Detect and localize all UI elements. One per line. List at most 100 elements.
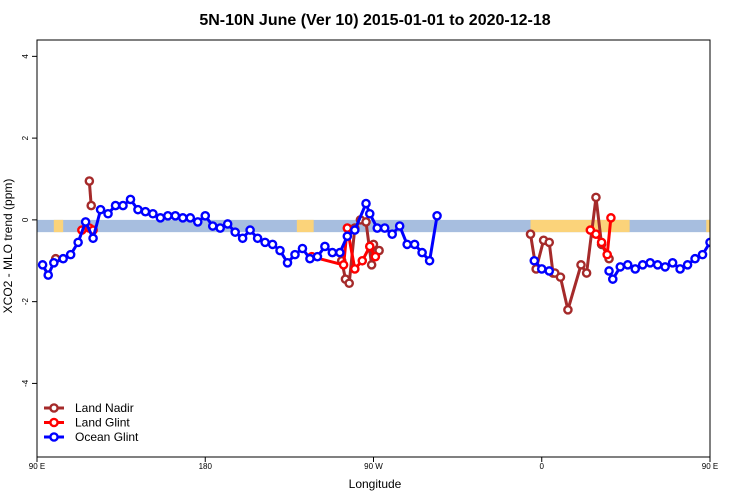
x-tick-label-2: 90 W bbox=[364, 462, 383, 471]
series-2-point-0-31 bbox=[267, 239, 278, 250]
series-2-point-2-14 bbox=[705, 237, 710, 248]
series-1-point-2-3 bbox=[602, 249, 612, 260]
series-0-point-3-0 bbox=[525, 229, 536, 239]
x-axis-label: Longitude bbox=[349, 477, 402, 491]
series-0-point-3-10 bbox=[591, 192, 601, 203]
series-2-point-0-18 bbox=[170, 210, 181, 221]
series-0-point-4-1 bbox=[729, 276, 736, 283]
series-1-point-1-2 bbox=[342, 223, 353, 233]
series-2-point-0-25 bbox=[222, 219, 233, 229]
legend-label-0: Land Nadir bbox=[75, 401, 134, 415]
series-0-point-2-6 bbox=[366, 260, 377, 270]
series-2-point-0-5 bbox=[73, 237, 83, 248]
series-2-point-2-19 bbox=[744, 202, 750, 209]
series-0-point-2-2 bbox=[344, 278, 354, 289]
series-2-point-0-22 bbox=[200, 210, 211, 221]
series-0-line-3 bbox=[529, 195, 611, 312]
series-2-point-2-6 bbox=[645, 258, 655, 268]
series-1-point-1-1 bbox=[338, 260, 349, 270]
series-2-point-0-23 bbox=[207, 221, 218, 231]
series-2-point-0-51 bbox=[417, 247, 427, 258]
series-2-point-0-50 bbox=[409, 239, 420, 250]
y-tick-label-2: 0 bbox=[21, 217, 30, 222]
series-2-point-0-28 bbox=[245, 225, 255, 235]
band-highlight-3 bbox=[706, 219, 710, 233]
y-tick-label-0: -4 bbox=[21, 379, 30, 387]
series-2-point-0-8 bbox=[95, 204, 106, 215]
series-2-point-0-10 bbox=[110, 200, 121, 211]
series-2-point-0-9 bbox=[103, 208, 113, 219]
series-2-point-0-3 bbox=[58, 253, 68, 264]
x-tick-label-0: 90 E bbox=[29, 462, 45, 471]
series-2-point-0-13 bbox=[133, 204, 143, 215]
series-2-point-2-5 bbox=[637, 260, 648, 270]
series-0-point-3-9 bbox=[581, 268, 592, 278]
series-2-point-2-3 bbox=[622, 260, 633, 270]
series-2-point-0-20 bbox=[185, 213, 196, 223]
series-0 bbox=[50, 176, 736, 315]
series-2-point-0-42 bbox=[350, 225, 360, 235]
y-tick-label-4: 4 bbox=[21, 54, 30, 59]
legend-marker-0 bbox=[49, 403, 59, 413]
band-highlight-2 bbox=[530, 219, 630, 233]
chart-title: 5N-10N June (Ver 10) 2015-01-01 to 2020-… bbox=[199, 12, 550, 29]
series-2-point-0-46 bbox=[379, 223, 390, 233]
series-2-point-0-15 bbox=[148, 208, 158, 219]
series-2-point-2-10 bbox=[675, 264, 685, 274]
series-2-point-0-37 bbox=[312, 251, 323, 262]
series-0-point-3-8 bbox=[576, 260, 586, 270]
series-2-point-2-9 bbox=[667, 258, 678, 268]
series-2-point-2-16 bbox=[721, 235, 728, 242]
series-2-point-0-36 bbox=[305, 253, 315, 264]
series-2-point-2-18 bbox=[736, 210, 743, 217]
y-tick-label-3: 2 bbox=[21, 135, 30, 140]
series-2-point-0-7 bbox=[88, 233, 98, 244]
series-2-point-0-53 bbox=[432, 210, 442, 221]
y-tick-label-1: -2 bbox=[21, 298, 30, 306]
series-2-point-0-40 bbox=[335, 247, 345, 258]
series-1-point-1-3 bbox=[350, 264, 360, 274]
series-2-point-0-44 bbox=[364, 208, 375, 219]
series-0-line-4 bbox=[727, 257, 733, 280]
legend-label-1: Land Glint bbox=[75, 416, 130, 430]
series-2 bbox=[37, 194, 750, 284]
legend-marker-2 bbox=[49, 432, 59, 442]
series-2-point-0-41 bbox=[342, 231, 353, 242]
series-2-point-2-11 bbox=[682, 260, 693, 270]
series-2-point-0-0 bbox=[37, 260, 48, 270]
series-2-point-0-29 bbox=[252, 233, 263, 244]
series-2-point-0-32 bbox=[275, 245, 285, 256]
series-2-point-2-12 bbox=[690, 253, 700, 264]
series-2-point-0-38 bbox=[320, 241, 330, 252]
series-2-point-0-43 bbox=[361, 198, 371, 209]
series-1-point-1-4 bbox=[357, 255, 368, 266]
series-2-point-0-45 bbox=[372, 223, 383, 233]
series-2-point-0-34 bbox=[290, 249, 300, 260]
band-highlight-1 bbox=[296, 219, 314, 233]
series-2-point-0-6 bbox=[80, 217, 91, 227]
series-1-point-2-4 bbox=[606, 213, 616, 223]
series-2-point-0-11 bbox=[118, 200, 128, 211]
series-2-point-2-13 bbox=[697, 249, 708, 260]
series-2-point-0-24 bbox=[215, 223, 226, 233]
series-2-point-0-14 bbox=[140, 206, 151, 217]
legend-label-2: Ocean Glint bbox=[75, 430, 139, 444]
series-2-point-0-16 bbox=[155, 213, 166, 223]
series-2-point-0-2 bbox=[49, 258, 59, 268]
series-2-point-2-2 bbox=[615, 262, 626, 272]
series-2-point-0-49 bbox=[402, 239, 412, 250]
series-1-point-1-6 bbox=[370, 251, 381, 262]
series-1-point-2-2 bbox=[596, 237, 607, 248]
x-tick-label-3: 0 bbox=[540, 462, 545, 471]
series-0-point-3-6 bbox=[555, 272, 566, 282]
series-0-point-1-0 bbox=[84, 176, 95, 186]
series-2-point-0-30 bbox=[260, 237, 270, 248]
series-2-point-2-4 bbox=[630, 264, 641, 274]
series-2-point-2-15 bbox=[714, 218, 721, 225]
series-2-point-0-35 bbox=[297, 243, 308, 254]
series-2-point-2-7 bbox=[652, 260, 663, 270]
series-2-point-2-1 bbox=[607, 274, 618, 284]
series-2-point-0-39 bbox=[327, 247, 338, 258]
